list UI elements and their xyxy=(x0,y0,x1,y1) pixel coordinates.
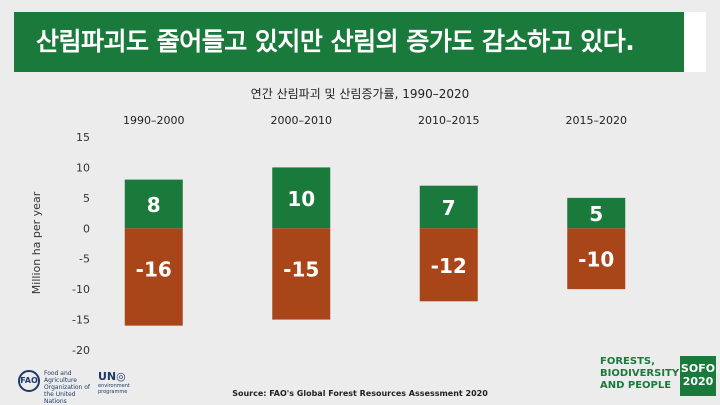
bar xyxy=(272,167,331,229)
sofo-title: FORESTS, BIODIVERSITY AND PEOPLE xyxy=(600,356,680,392)
sofo-badge-line: SOFO xyxy=(680,362,716,375)
bar-value-label: -16 xyxy=(136,257,172,281)
source-note: Source: FAO's Global Forest Resources As… xyxy=(232,389,488,398)
category-label: 2000–2010 xyxy=(271,114,333,127)
banner-accent xyxy=(684,12,706,72)
category-label: 1990–2000 xyxy=(123,114,185,127)
bar xyxy=(419,185,478,229)
unep-logo-text: environment programme xyxy=(98,383,130,395)
footer: FAO Food and Agriculture Organization of… xyxy=(0,356,720,405)
bar-value-label: -15 xyxy=(283,257,319,281)
sofo-title-line: AND PEOPLE xyxy=(600,380,672,391)
y-axis-label: Million ha per year xyxy=(30,191,43,294)
bar-value-label: 5 xyxy=(589,202,603,226)
category-label: 2015–2020 xyxy=(566,114,628,127)
bar-value-label: 7 xyxy=(442,196,456,220)
y-tick-label: 15 xyxy=(76,131,90,144)
bar xyxy=(567,228,626,290)
y-tick-label: 10 xyxy=(76,161,90,174)
sofo-title-line: FORESTS, xyxy=(600,356,655,367)
bar-value-label: -12 xyxy=(431,254,467,278)
sofo-badge: SOFO 2020 xyxy=(680,356,716,396)
unep-logo-icon: UN◎ xyxy=(98,370,126,383)
title-banner: 산림파괴도 줄어들고 있지만 산림의 증가도 감소하고 있다. xyxy=(14,12,706,72)
bar-value-label: -10 xyxy=(578,248,614,272)
y-tick-label: 5 xyxy=(83,192,90,205)
bar xyxy=(419,228,478,302)
bar-chart: 연간 산림파괴 및 산림증가률, 1990–2020 Million ha per… xyxy=(30,87,628,357)
bar-value-label: 10 xyxy=(287,187,315,211)
bar-value-label: 8 xyxy=(147,193,161,217)
fao-logo-text: Food and Agriculture Organization of the… xyxy=(44,370,91,405)
y-tick-label: -15 xyxy=(72,314,90,327)
y-tick-label: -5 xyxy=(79,253,90,266)
y-tick-label: -10 xyxy=(72,283,90,296)
page-title: 산림파괴도 줄어들고 있지만 산림의 증가도 감소하고 있다. xyxy=(36,27,635,56)
bar xyxy=(124,228,183,326)
sofo-badge-line: 2020 xyxy=(682,375,714,388)
bar xyxy=(124,179,183,229)
sofo-title-line: BIODIVERSITY xyxy=(600,368,680,379)
category-label: 2010–2015 xyxy=(418,114,480,127)
bar xyxy=(567,197,626,229)
fao-logo-icon: FAO xyxy=(18,370,40,392)
chart-title: 연간 산림파괴 및 산림증가률, 1990–2020 xyxy=(251,87,470,101)
y-tick-label: 0 xyxy=(83,222,90,235)
bar xyxy=(272,228,331,320)
y-tick-label: -20 xyxy=(72,344,90,357)
